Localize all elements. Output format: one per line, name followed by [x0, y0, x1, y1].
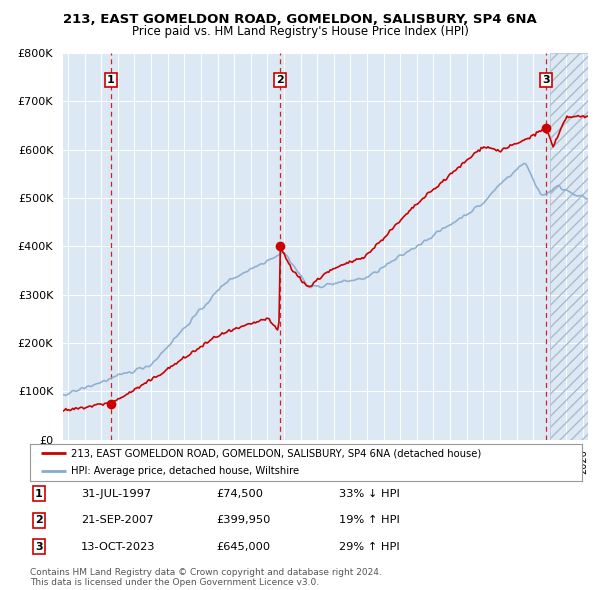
- Text: 3: 3: [542, 75, 550, 85]
- Text: 1: 1: [107, 75, 115, 85]
- Text: 33% ↓ HPI: 33% ↓ HPI: [339, 489, 400, 499]
- Text: 3: 3: [35, 542, 43, 552]
- Text: 2: 2: [35, 516, 43, 525]
- Text: Contains HM Land Registry data © Crown copyright and database right 2024.
This d: Contains HM Land Registry data © Crown c…: [30, 568, 382, 587]
- Text: HPI: Average price, detached house, Wiltshire: HPI: Average price, detached house, Wilt…: [71, 466, 299, 476]
- Text: £399,950: £399,950: [216, 516, 271, 525]
- Text: 19% ↑ HPI: 19% ↑ HPI: [339, 516, 400, 525]
- Text: £645,000: £645,000: [216, 542, 270, 552]
- Text: Price paid vs. HM Land Registry's House Price Index (HPI): Price paid vs. HM Land Registry's House …: [131, 25, 469, 38]
- Text: 1: 1: [35, 489, 43, 499]
- Text: 2: 2: [276, 75, 284, 85]
- Text: 31-JUL-1997: 31-JUL-1997: [81, 489, 151, 499]
- Text: £74,500: £74,500: [216, 489, 263, 499]
- Text: 21-SEP-2007: 21-SEP-2007: [81, 516, 154, 525]
- Text: 29% ↑ HPI: 29% ↑ HPI: [339, 542, 400, 552]
- Text: 13-OCT-2023: 13-OCT-2023: [81, 542, 155, 552]
- Text: 213, EAST GOMELDON ROAD, GOMELDON, SALISBURY, SP4 6NA (detached house): 213, EAST GOMELDON ROAD, GOMELDON, SALIS…: [71, 448, 482, 458]
- Text: 213, EAST GOMELDON ROAD, GOMELDON, SALISBURY, SP4 6NA: 213, EAST GOMELDON ROAD, GOMELDON, SALIS…: [63, 13, 537, 26]
